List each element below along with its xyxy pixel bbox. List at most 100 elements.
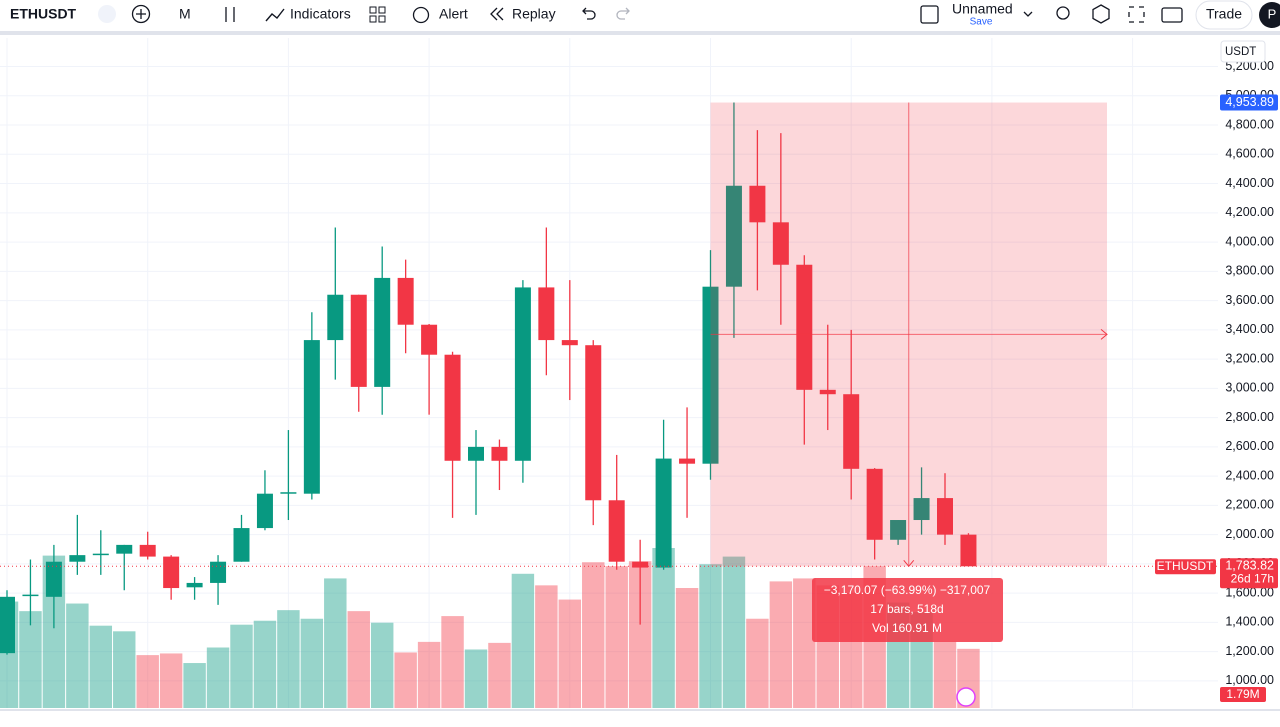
- volume-bar: [699, 564, 722, 708]
- y-tick-label: 3,600.00: [1225, 293, 1274, 307]
- y-tick-label: 4,800.00: [1225, 117, 1274, 131]
- avatar-letter[interactable]: P: [1268, 6, 1277, 21]
- y-tick-label: 2,600.00: [1225, 439, 1274, 453]
- candle-body: [0, 596, 15, 654]
- y-tick-label: 3,200.00: [1225, 351, 1274, 365]
- candle-body: [514, 287, 531, 461]
- volume-bar: [89, 625, 113, 708]
- layout-menu[interactable]: [1023, 11, 1033, 17]
- candle-body: [561, 340, 578, 346]
- y-tick-label: 2,200.00: [1225, 498, 1274, 512]
- volume-bar: [793, 578, 816, 708]
- replay[interactable]: Replay: [512, 6, 556, 22]
- volume-bar: [19, 611, 42, 708]
- volume-bar: [464, 649, 488, 708]
- currency: USDT: [1225, 46, 1256, 58]
- settings-icon[interactable]: [1092, 4, 1110, 24]
- layout-icon[interactable]: [920, 5, 939, 24]
- trade[interactable]: Trade: [1206, 6, 1242, 22]
- add-symbol[interactable]: [131, 4, 151, 24]
- y-tick-label: 4,400.00: [1225, 176, 1274, 190]
- indicators[interactable]: Indicators: [290, 6, 351, 22]
- candle-body: [374, 277, 391, 387]
- toolbar-bg: [0, 0, 1280, 33]
- candle-body: [233, 528, 250, 562]
- candle-body: [350, 294, 367, 387]
- y-tick-label: 1,400.00: [1225, 615, 1274, 629]
- snapshot-icon[interactable]: [1161, 7, 1183, 23]
- candle-body: [210, 561, 227, 583]
- templates-icon[interactable]: [369, 15, 377, 23]
- last-price-label: 1,783.82: [1225, 559, 1274, 573]
- candle-body: [772, 222, 789, 265]
- fullscreen-icon[interactable]: [1128, 6, 1145, 23]
- volume-bar: [488, 642, 511, 708]
- volume-bar: [582, 562, 605, 708]
- symbol[interactable]: ETHUSDT: [10, 6, 77, 22]
- trade-button[interactable]: [1195, 0, 1253, 30]
- candle-body: [116, 544, 133, 554]
- volume-bar: [722, 556, 746, 708]
- volume-bar: [675, 588, 699, 708]
- redo[interactable]: [616, 7, 630, 20]
- candle-body: [937, 498, 953, 535]
- candle-body: [819, 389, 836, 395]
- candle-body: [749, 185, 766, 223]
- candle-body: [585, 345, 602, 501]
- toolbar: ETHUSDT M Indicators Alert Replay Unname…: [0, 0, 1280, 35]
- search-icon[interactable]: [1056, 6, 1070, 20]
- volume-bar: [230, 624, 253, 708]
- candle-body: [92, 553, 109, 556]
- save[interactable]: Save: [970, 17, 993, 28]
- candle-body: [327, 294, 344, 341]
- candle-body: [444, 354, 461, 461]
- y-tick-label: 3,000.00: [1225, 381, 1274, 395]
- symbol-icon[interactable]: [98, 5, 116, 23]
- undo[interactable]: [582, 7, 596, 20]
- interval[interactable]: M: [179, 6, 191, 22]
- volume-bar: [652, 548, 675, 708]
- candle-body: [632, 561, 649, 568]
- volume-label: 1.79M: [1226, 687, 1259, 701]
- volume-bar: [113, 631, 136, 708]
- candle-body: [139, 544, 156, 557]
- candle-body: [280, 492, 297, 494]
- add-icon: [136, 9, 146, 19]
- avatar[interactable]: [1259, 2, 1280, 28]
- volume-bar: [394, 652, 417, 708]
- volume-bar: [370, 622, 394, 708]
- indicators-icon[interactable]: [265, 8, 285, 22]
- candle-body: [866, 468, 883, 540]
- measure-arrow: [1100, 329, 1108, 340]
- chart-type[interactable]: [225, 7, 235, 22]
- lightning-button: [956, 687, 976, 707]
- y-tick-label: 4,600.00: [1225, 147, 1274, 161]
- y-tick-label: 4,200.00: [1225, 205, 1274, 219]
- currency-button: [1220, 40, 1266, 63]
- candle-body: [303, 340, 320, 494]
- volume-bar: [277, 610, 300, 708]
- volume-bar: [605, 566, 628, 708]
- volume-bar: [746, 618, 769, 708]
- high-label: 4,953.89: [1225, 95, 1274, 109]
- y-tick-label: 2,800.00: [1225, 410, 1274, 424]
- y-tick-label: 1,000.00: [1225, 673, 1274, 687]
- templates-icon[interactable]: [378, 15, 386, 23]
- y-tick-label: 2,400.00: [1225, 468, 1274, 482]
- alert[interactable]: Alert: [439, 6, 468, 22]
- volume-bar: [347, 611, 370, 708]
- templates-icon[interactable]: [378, 6, 386, 14]
- price-badge: [1220, 558, 1278, 589]
- replay-icon[interactable]: [490, 7, 504, 21]
- candle-body: [45, 561, 62, 597]
- candle-body: [468, 446, 484, 461]
- candle-body: [725, 185, 742, 287]
- candle-body: [491, 446, 508, 461]
- volume-bar: [535, 585, 558, 708]
- volume-bar: [324, 578, 347, 708]
- candle-body: [397, 277, 414, 325]
- candle-body: [256, 493, 273, 529]
- alert-icon[interactable]: [412, 6, 430, 24]
- layout-name[interactable]: Unnamed: [952, 1, 1013, 17]
- templates-icon[interactable]: [369, 6, 377, 14]
